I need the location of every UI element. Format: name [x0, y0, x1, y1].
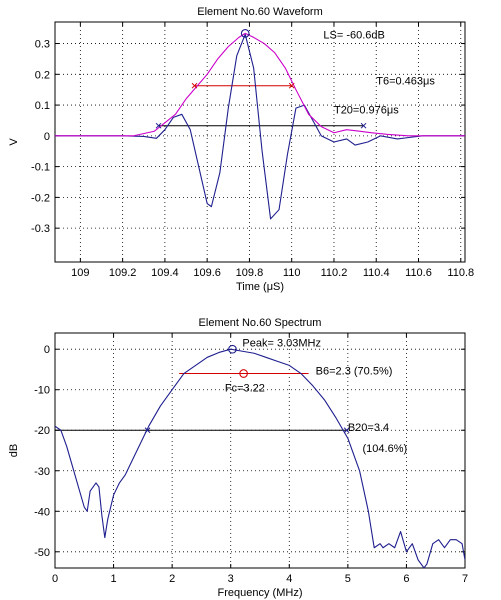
peak-marker	[228, 344, 237, 354]
plot-content	[55, 29, 465, 220]
x-axis-label: Frequency (MHz)	[218, 587, 303, 599]
b20-end-marker	[343, 427, 350, 434]
x-tick-label: 110.4	[363, 267, 390, 279]
plot-content	[55, 344, 465, 568]
x-tick-label: 6	[403, 573, 409, 585]
plot-area	[54, 21, 466, 263]
t20-end-marker	[360, 122, 367, 129]
t6-start-marker	[191, 82, 198, 89]
y-tick-label: -0.3	[31, 223, 50, 235]
y-tick-label: 0.2	[35, 69, 50, 81]
x-tick-label: 0	[52, 573, 58, 585]
x-axis-label: Time (μS)	[236, 281, 284, 293]
t20-label: T20=0.976μs	[334, 105, 399, 117]
peak-label: Peak= 3.03MHz	[242, 338, 321, 350]
x-tick-label: 109.8	[236, 267, 264, 279]
x-tick-label: 5	[345, 573, 351, 585]
x-tick-label: 109.6	[193, 267, 221, 279]
x-tick-label: 110.8	[447, 267, 474, 279]
x-tick-label: 7	[462, 573, 468, 585]
y-tick-label: 0	[44, 131, 50, 143]
y-tick-label: -40	[34, 506, 50, 518]
y-tick-label: 0.3	[35, 39, 50, 51]
x-tick-label: 4	[286, 573, 292, 585]
fc-marker	[239, 369, 248, 378]
t6-end-marker	[288, 82, 295, 89]
x-tick-label: 1	[111, 573, 117, 585]
plot-area	[54, 332, 466, 569]
y-tick-label: -0.1	[31, 162, 50, 174]
x-tick-label: 110.6	[405, 267, 432, 279]
y-tick-label: -50	[34, 547, 50, 559]
b20-start-marker	[144, 427, 151, 434]
x-tick-label: 109.4	[151, 267, 179, 279]
y-tick-label: -30	[34, 466, 50, 478]
series-line-1	[55, 32, 465, 137]
waveform-chart: 109 109.2 109.4 109.6 109.8 110 110.2 110.4 110.…	[8, 6, 474, 293]
b20-label: B20=3.4	[348, 422, 389, 434]
ls-label: LS= -60.6dB	[323, 29, 384, 41]
b20-pct-label: (104.6%)	[363, 443, 408, 455]
x-tick-label: 3	[228, 573, 234, 585]
y-tick-label: -0.2	[31, 192, 50, 204]
y-tick-label: -10	[34, 385, 50, 397]
t6-label: T6=0.463μs	[376, 75, 435, 87]
series-line-0	[55, 33, 465, 220]
y-axis-label: dB	[8, 444, 20, 457]
chart-title: Element No.60 Spectrum	[199, 317, 322, 329]
x-tick-label: 109.2	[109, 267, 137, 279]
peak-marker	[240, 29, 250, 38]
b6-label: B6=2.3 (70.5%)	[316, 365, 393, 377]
fc-label: Fc=3.22	[225, 383, 265, 395]
chart-title: Element No.60 Waveform	[197, 6, 323, 18]
series-line-0	[55, 348, 465, 568]
y-axis-label: V	[8, 138, 20, 146]
y-tick-label: -20	[34, 425, 50, 437]
x-tick-label: 110.2	[321, 267, 348, 279]
y-tick-label: 0.1	[35, 100, 50, 112]
t20-start-marker	[155, 122, 162, 129]
spectrum-chart: 0 1 2 3 4 5 6 7 -50 -40 -30 -20 -10 0 Element No.60 Sp…	[8, 317, 468, 599]
x-tick-label: 110	[283, 267, 301, 279]
y-tick-label: 0	[44, 344, 50, 356]
x-tick-label: 109	[71, 267, 89, 279]
x-tick-label: 2	[169, 573, 175, 585]
